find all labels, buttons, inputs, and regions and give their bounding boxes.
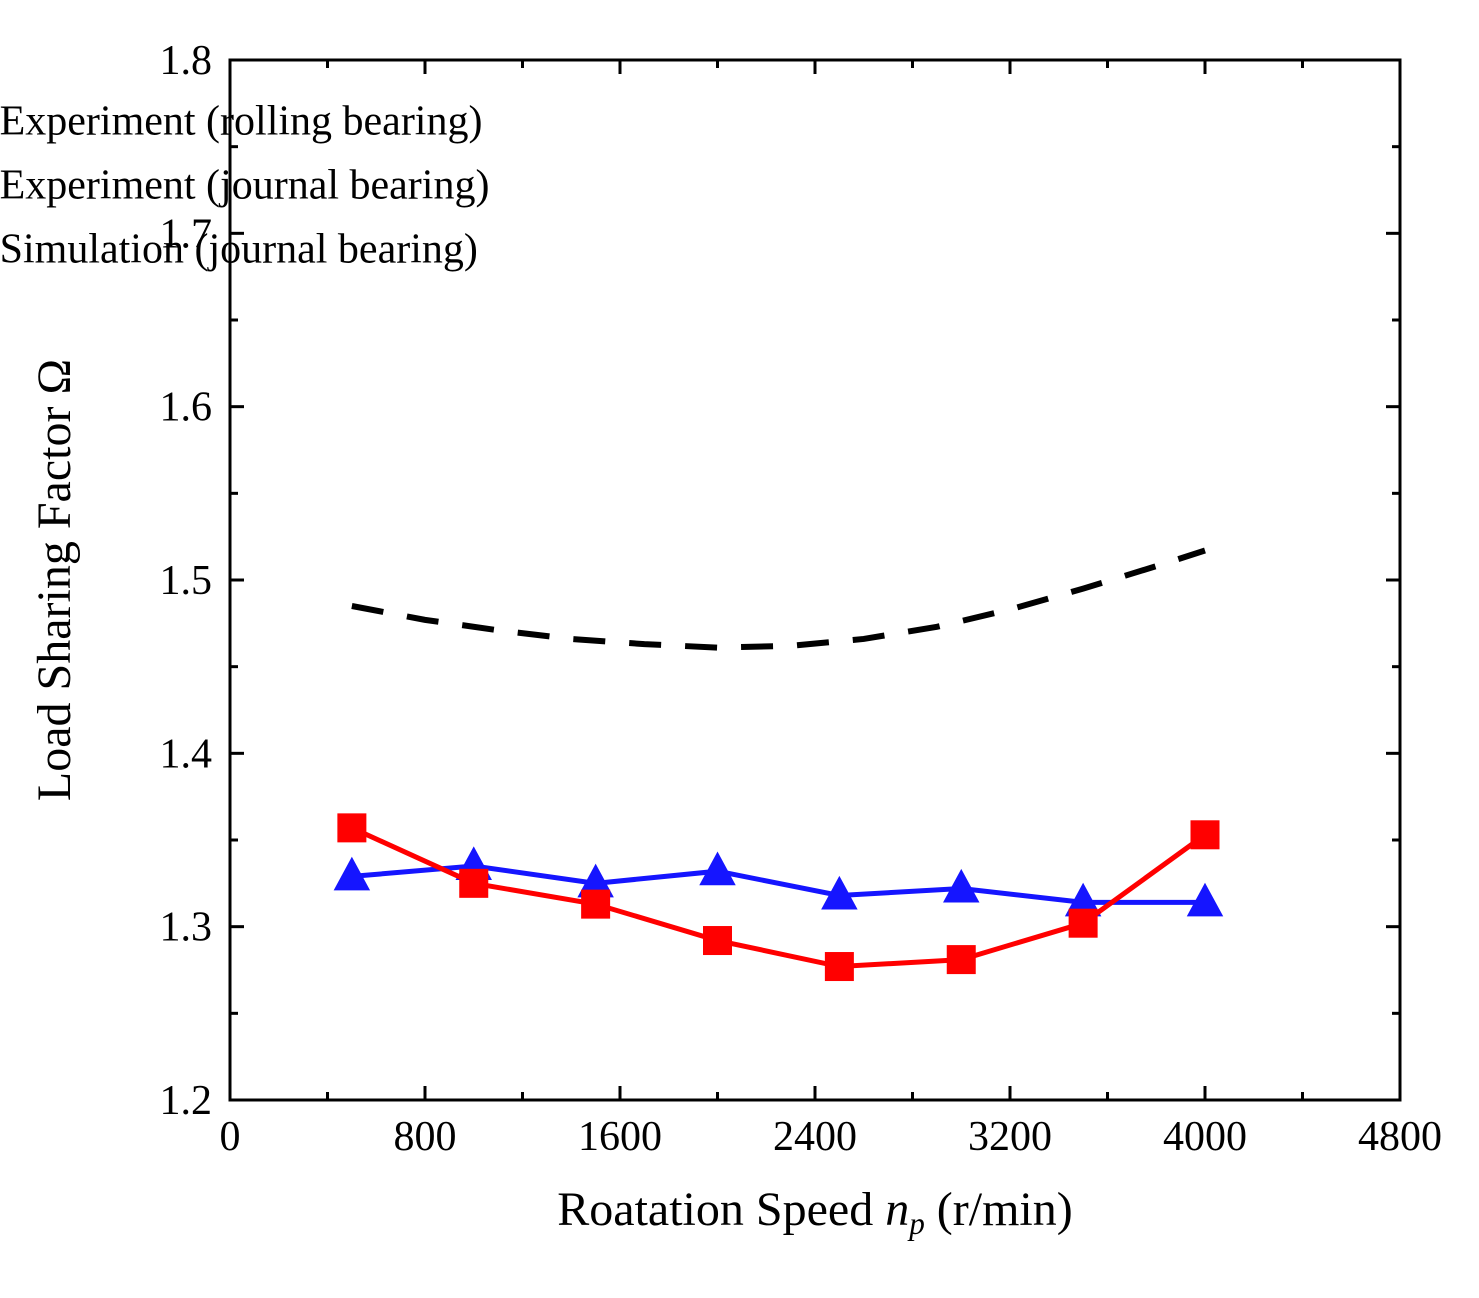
y-tick-label: 1.2 <box>160 1078 213 1124</box>
y-tick-label: 1.6 <box>160 385 213 431</box>
x-tick-label: 4800 <box>1358 1114 1442 1160</box>
y-tick-label: 1.4 <box>160 731 213 777</box>
y-tick-label: 1.8 <box>160 38 213 84</box>
y-tick-label: 1.5 <box>160 558 213 604</box>
legend: Experiment (rolling bearing) Experiment (… <box>0 99 489 273</box>
x-tick-label: 1600 <box>578 1114 662 1160</box>
x-tick-label: 3200 <box>968 1114 1052 1160</box>
legend-label: Simulation (journal bearing) <box>0 227 478 273</box>
x-axis-title: Roatation Speed np (r/min) <box>557 1183 1073 1241</box>
y-axis-title: Load Sharing Factor Ω <box>28 359 81 801</box>
legend-label: Experiment (rolling bearing) <box>0 99 482 145</box>
legend-label: Experiment (journal bearing) <box>0 163 489 209</box>
x-tick-label: 2400 <box>773 1114 857 1160</box>
x-tick-label: 4000 <box>1163 1114 1247 1160</box>
chart-container: 0 800 1600 2400 3200 4000 4800 1.2 1.3 1.4 1.5 1.6 1… <box>0 0 1479 1298</box>
chart-svg: 0 800 1600 2400 3200 4000 4800 1.2 1.3 1.4 1.5 1.6 1… <box>0 0 1479 1298</box>
x-tick-label: 800 <box>394 1114 457 1160</box>
y-tick-label: 1.3 <box>160 905 213 951</box>
x-tick-label: 0 <box>220 1114 241 1160</box>
